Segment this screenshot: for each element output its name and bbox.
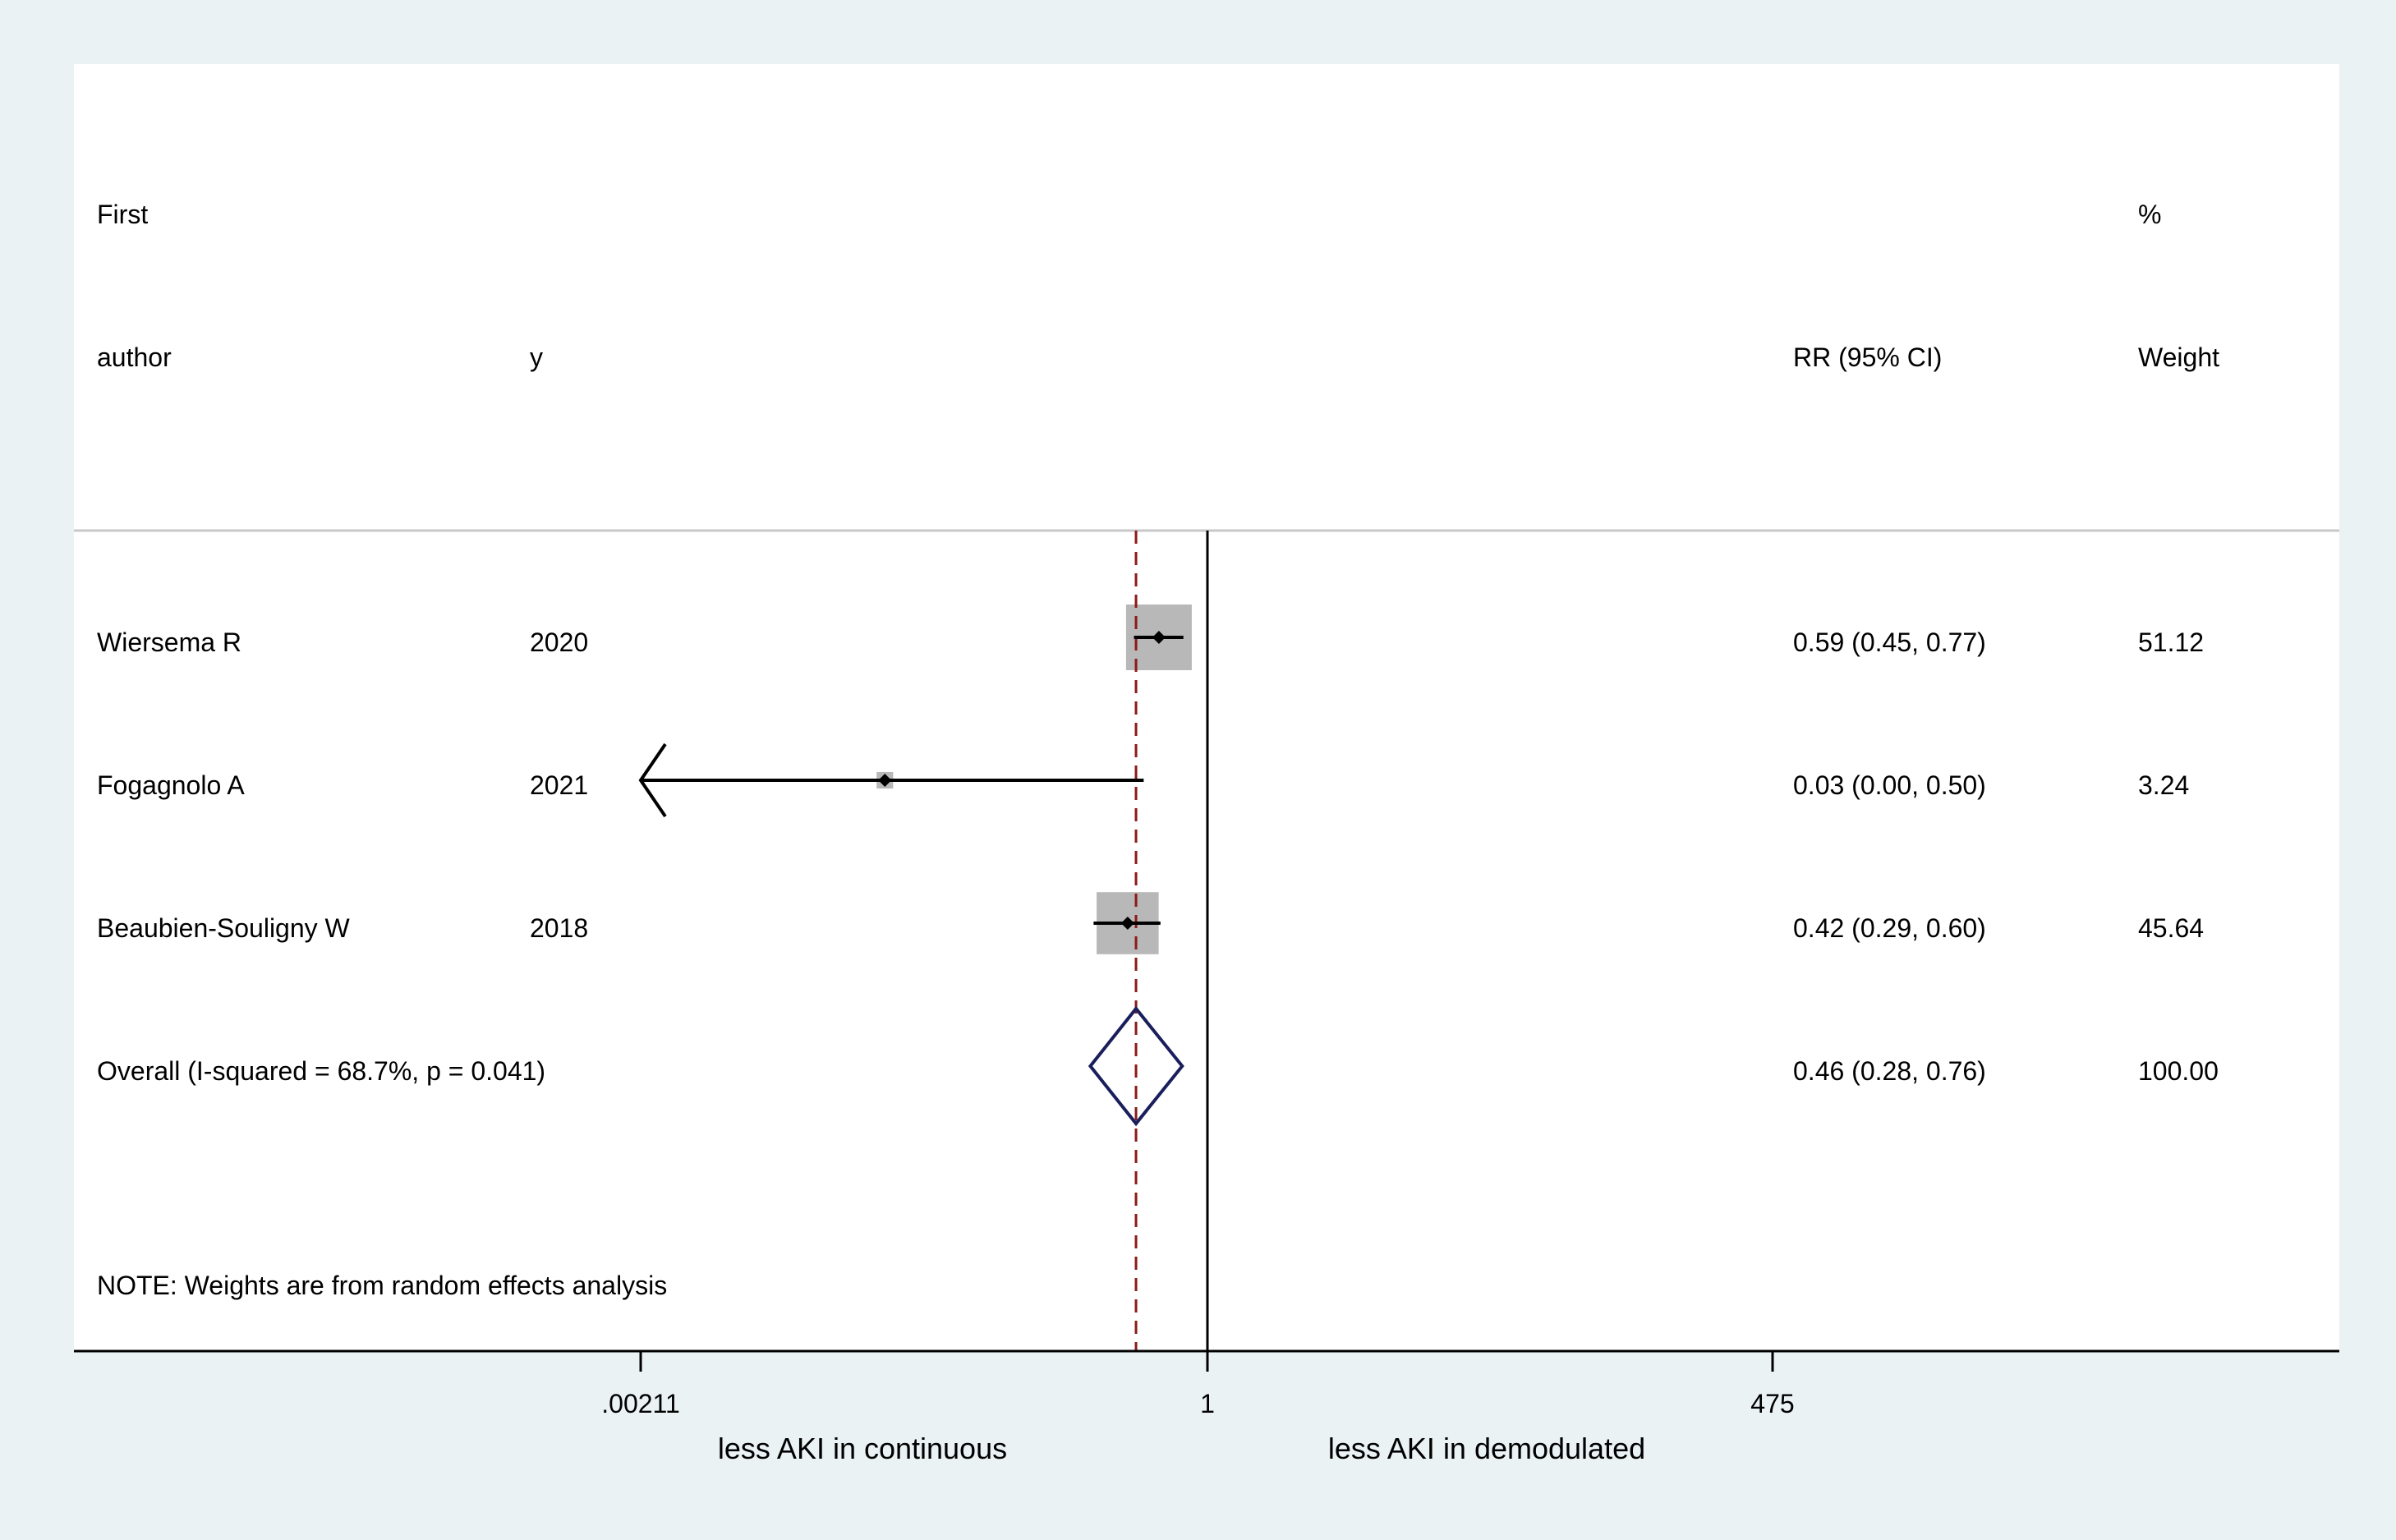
header-first: First [97,200,148,229]
x-tick-label: 475 [1750,1389,1794,1418]
study-author: Fogagnolo A [97,770,245,800]
study-ci-text: 0.59 (0.45, 0.77) [1793,627,1986,657]
study-author: Beaubien-Souligny W [97,913,351,943]
chart-marks [638,531,1209,1351]
study-weight-text: 51.12 [2138,627,2204,657]
study-point-estimate [878,774,892,787]
study-year: 2021 [530,770,588,800]
header-rr-ci: RR (95% CI) [1793,342,1942,372]
overall-weight-text: 100.00 [2138,1056,2219,1086]
study-point-estimate [1152,631,1166,644]
study-year: 2020 [530,627,588,657]
study-year: 2018 [530,913,588,943]
x-tick-label: 1 [1200,1389,1215,1418]
overall-diamond [1088,1005,1184,1127]
x-tick-label: .00211 [601,1389,680,1418]
overall-label: Overall (I-squared = 68.7%, p = 0.041) [97,1056,545,1086]
study-weight-text: 3.24 [2138,770,2189,800]
x-axis-label-left: less AKI in continuous [718,1432,1007,1465]
study-point-estimate [1120,917,1134,930]
header-percent: % [2138,200,2161,229]
header-author: author [97,342,172,372]
x-axis-ticks: .00211 1 475 [601,1351,1795,1418]
study-author: Wiersema R [97,627,241,657]
study-ci-arrow [638,742,667,818]
overall-ci-text: 0.46 (0.28, 0.76) [1793,1056,1986,1086]
x-axis-label-right: less AKI in demodulated [1328,1432,1645,1465]
header-weight: Weight [2138,342,2219,372]
study-ci-text: 0.03 (0.00, 0.50) [1793,770,1986,800]
header-year: y [530,342,543,372]
study-ci-text: 0.42 (0.29, 0.60) [1793,913,1986,943]
study-weight-text: 45.64 [2138,913,2204,943]
note-text: NOTE: Weights are from random effects an… [97,1271,667,1300]
